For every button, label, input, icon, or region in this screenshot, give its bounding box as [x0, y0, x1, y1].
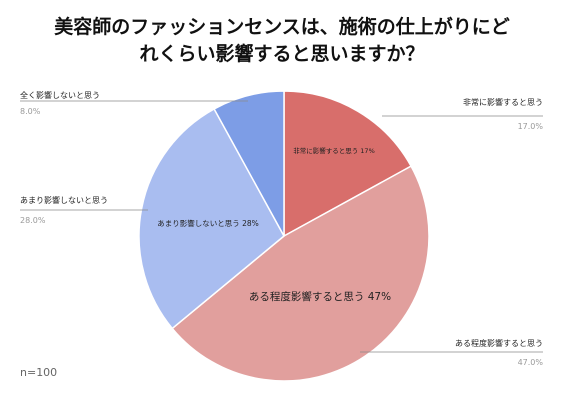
- slice-label-somewhat: ある程度影響すると思う: [455, 338, 543, 348]
- slice-percent-somewhat: 47.0%: [518, 358, 544, 367]
- slice-inner-label-very: 非常に影響すると思う 17%: [293, 146, 375, 155]
- slice-percent-very: 17.0%: [518, 122, 544, 131]
- pie-slice-very: [283, 90, 413, 238]
- chart-title-line-2: れくらい影響すると思いますか？: [139, 43, 425, 65]
- slice-percent-little: 28.0%: [20, 216, 46, 225]
- slice-percent-none: 8.0%: [20, 107, 41, 116]
- chart-title-line-1: 美容師のファッションセンスは、施術の仕上がりにど: [54, 16, 510, 38]
- pie-slice-little: [138, 107, 285, 330]
- slice-label-very: 非常に影響すると思う: [463, 97, 543, 107]
- slice-label-none: 全く影響しないと思う: [20, 90, 100, 100]
- chart-title: 美容師のファッションセンスは、施術の仕上がりにど れくらい影響すると思いますか？: [0, 14, 564, 68]
- pie-slice-none: [213, 90, 285, 237]
- pie-slice-somewhat: [171, 165, 430, 382]
- slice-label-little: あまり影響しないと思う: [20, 195, 108, 205]
- slice-inner-label-somewhat: ある程度影響すると思う 47%: [249, 290, 391, 303]
- slice-inner-label-little: あまり影響しないと思う 28%: [157, 218, 259, 228]
- sample-size-note: n=100: [20, 366, 58, 379]
